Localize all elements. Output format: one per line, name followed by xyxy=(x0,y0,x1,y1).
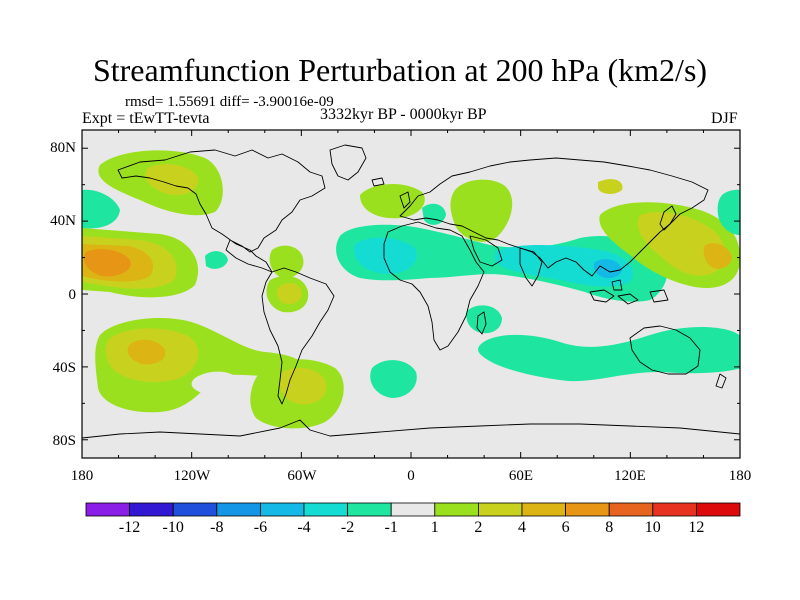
contour-europe-high-1 xyxy=(450,179,513,242)
coast-south-america xyxy=(261,267,335,405)
x-tick-label: 180 xyxy=(729,468,752,484)
colorbar-label: -12 xyxy=(119,519,140,536)
map-plot-area xyxy=(82,130,740,458)
colorbar-label: -10 xyxy=(163,519,184,536)
coast-madagascar xyxy=(476,311,487,335)
contour-japan-high-4 xyxy=(703,243,732,269)
colorbar-label: 4 xyxy=(518,519,526,536)
x-tick-label: 120E xyxy=(614,468,646,484)
colorbar-swatch xyxy=(129,502,174,517)
colorbar-swatch xyxy=(696,502,741,517)
contour-south-atlantic-low xyxy=(370,360,417,398)
colorbar-swatch xyxy=(347,502,392,517)
colorbar-label: 6 xyxy=(562,519,570,536)
colorbar-swatch xyxy=(434,502,479,517)
contour-north-pacific-low xyxy=(82,189,120,229)
coast-new-zealand xyxy=(715,373,727,389)
colorbar-label: -1 xyxy=(385,519,398,536)
coast-se-asia-islands xyxy=(589,279,669,305)
contour-south-asia-low-4 xyxy=(593,259,622,278)
y-tick-label: 40S xyxy=(53,360,76,376)
colorbar-label: 12 xyxy=(688,519,704,536)
colorbar-label: 2 xyxy=(474,519,482,536)
coast-india xyxy=(519,247,543,287)
colorbar-swatch xyxy=(521,502,566,517)
colorbar-swatch xyxy=(216,502,261,517)
contour-south-asia-low-2 xyxy=(495,245,634,287)
colorbar-swatch xyxy=(565,502,610,517)
contour-pacific-subtropical-high-6 xyxy=(83,249,131,277)
colorbar-labels: -12 -10 -8 -6 -4 -2 -1 1 2 4 6 8 10 12 xyxy=(119,519,704,536)
page-title: Streamfunction Perturbation at 200 hPa (… xyxy=(92,52,708,88)
x-tick-label: 180 xyxy=(71,468,94,484)
colorbar-swatch xyxy=(85,502,130,517)
x-axis-labels: 180 120W 60W 0 60E 120E 180 xyxy=(71,468,752,484)
x-tick-label: 60W xyxy=(287,468,317,484)
colorbar-swatch xyxy=(259,502,305,517)
stats-text: rmsd= 1.55691 diff= -3.90016e-09 xyxy=(125,94,334,110)
colorbar-label: -8 xyxy=(210,519,223,536)
coast-arabia xyxy=(469,235,503,267)
y-tick-label: 80N xyxy=(50,140,76,156)
colorbar-swatch xyxy=(608,502,654,517)
contour-south-pacific-low xyxy=(191,371,240,396)
y-tick-label: 40N xyxy=(50,213,76,229)
coast-antarctica xyxy=(82,419,740,439)
y-tick-label: 80S xyxy=(53,433,76,449)
colorbar-label: -2 xyxy=(341,519,354,536)
coastlines xyxy=(82,144,740,439)
experiment-label: Expt = tEwTT-tevta xyxy=(82,110,210,127)
colorbar-label: -6 xyxy=(254,519,267,536)
colorbar xyxy=(85,502,741,517)
coast-british-isles xyxy=(371,177,411,209)
contour-arabia-low xyxy=(466,305,502,334)
colorbar-swatch xyxy=(652,502,697,517)
contour-europe-high-2 xyxy=(598,179,623,194)
colorbar-label: 1 xyxy=(431,519,439,536)
coast-japan xyxy=(659,205,677,231)
contour-south-pacific-high-4 xyxy=(127,339,166,365)
coast-greenland xyxy=(329,144,367,181)
colorbar-label: -4 xyxy=(297,519,310,536)
tick-marks xyxy=(81,130,741,458)
season-label: DJF xyxy=(711,110,738,127)
x-tick-label: 0 xyxy=(407,468,415,484)
contour-japan-high-2 xyxy=(638,212,726,276)
colorbar-swatch xyxy=(303,502,348,517)
colorbar-swatch xyxy=(477,502,523,517)
y-tick-label: 0 xyxy=(69,287,77,303)
contour-fills xyxy=(82,150,740,429)
x-tick-label: 120W xyxy=(174,468,212,484)
x-tick-label: 60E xyxy=(509,468,533,484)
colorbar-label: 10 xyxy=(645,519,661,536)
contour-indian-ocean-low-1 xyxy=(478,326,740,382)
contour-atlantic-low-2 xyxy=(354,237,417,274)
coast-eurasia xyxy=(399,157,709,277)
period-label: 3332kyr BP - 0000kyr BP xyxy=(320,106,487,123)
contour-caribbean-low xyxy=(205,251,228,269)
contour-west-europe-low xyxy=(422,203,446,225)
coast-africa xyxy=(383,221,485,351)
y-axis-labels: 80N 40N 0 40S 80S xyxy=(50,140,76,449)
colorbar-label: 8 xyxy=(605,519,613,536)
colorbar-swatch xyxy=(172,502,218,517)
coast-north-america xyxy=(117,149,326,273)
contour-amazon-high-2 xyxy=(276,283,302,304)
contour-east-pacific-low xyxy=(717,189,740,235)
colorbar-swatch xyxy=(390,502,436,517)
coast-australia xyxy=(629,325,701,375)
